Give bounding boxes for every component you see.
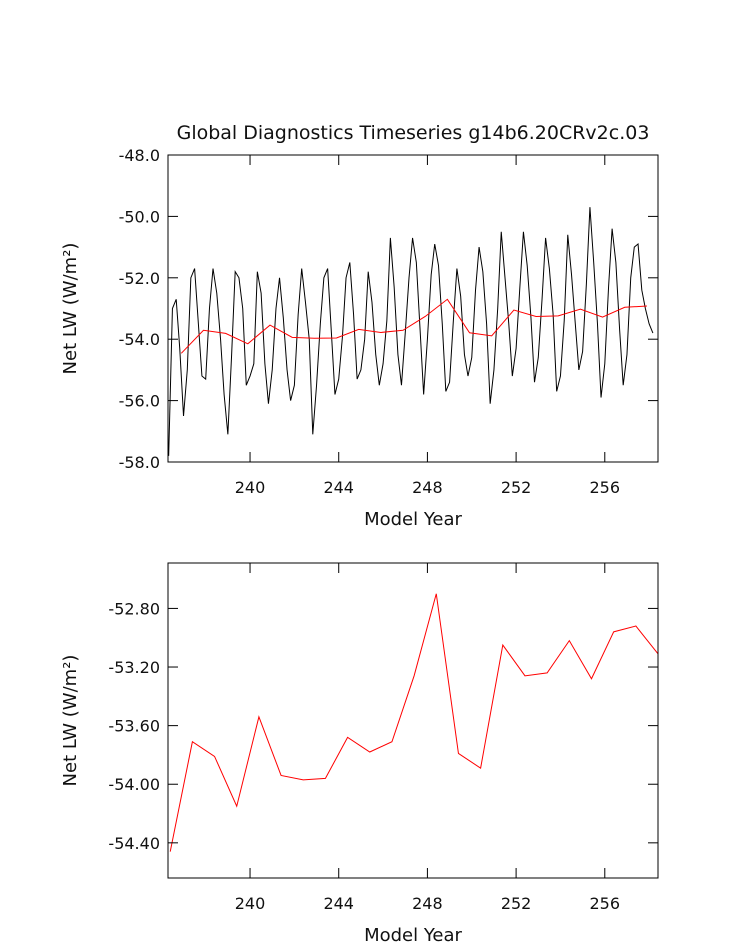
x-tick-label: 240 [235,478,266,497]
y-tick-label: -52.80 [108,599,160,618]
plot-frame [167,154,659,463]
y-tick-label: -48.0 [119,146,160,165]
x-axis-label: Model Year [364,509,462,530]
y-axis-label: Net LW (W/m²) [60,243,81,375]
y-tick-label: -52.0 [119,269,160,288]
y-tick-label: -54.40 [108,834,160,853]
x-tick-label: 256 [590,478,621,497]
series-line [169,593,658,852]
series-line [168,207,654,456]
chart-title: Global Diagnostics Timeseries g14b6.20CR… [177,122,650,144]
x-tick-label: 252 [501,894,532,913]
x-tick-label: 252 [501,478,532,497]
y-tick-label: -53.60 [108,717,160,736]
x-tick-label: 244 [323,478,354,497]
y-tick-label: -54.00 [108,775,160,794]
y-tick-label: -53.20 [108,658,160,677]
x-axis-label: Model Year [364,925,462,945]
x-tick-label: 256 [590,894,621,913]
y-tick-label: -58.0 [119,453,160,472]
x-tick-label: 248 [412,894,443,913]
y-axis-label: Net LW (W/m²) [60,655,81,787]
y-tick-label: -56.0 [119,392,160,411]
series-line [180,298,647,354]
x-tick-label: 244 [323,894,354,913]
x-tick-label: 248 [412,478,443,497]
y-tick-label: -50.0 [119,207,160,226]
y-tick-label: -54.0 [119,330,160,349]
x-tick-label: 240 [235,894,266,913]
plot-frame [167,562,659,879]
